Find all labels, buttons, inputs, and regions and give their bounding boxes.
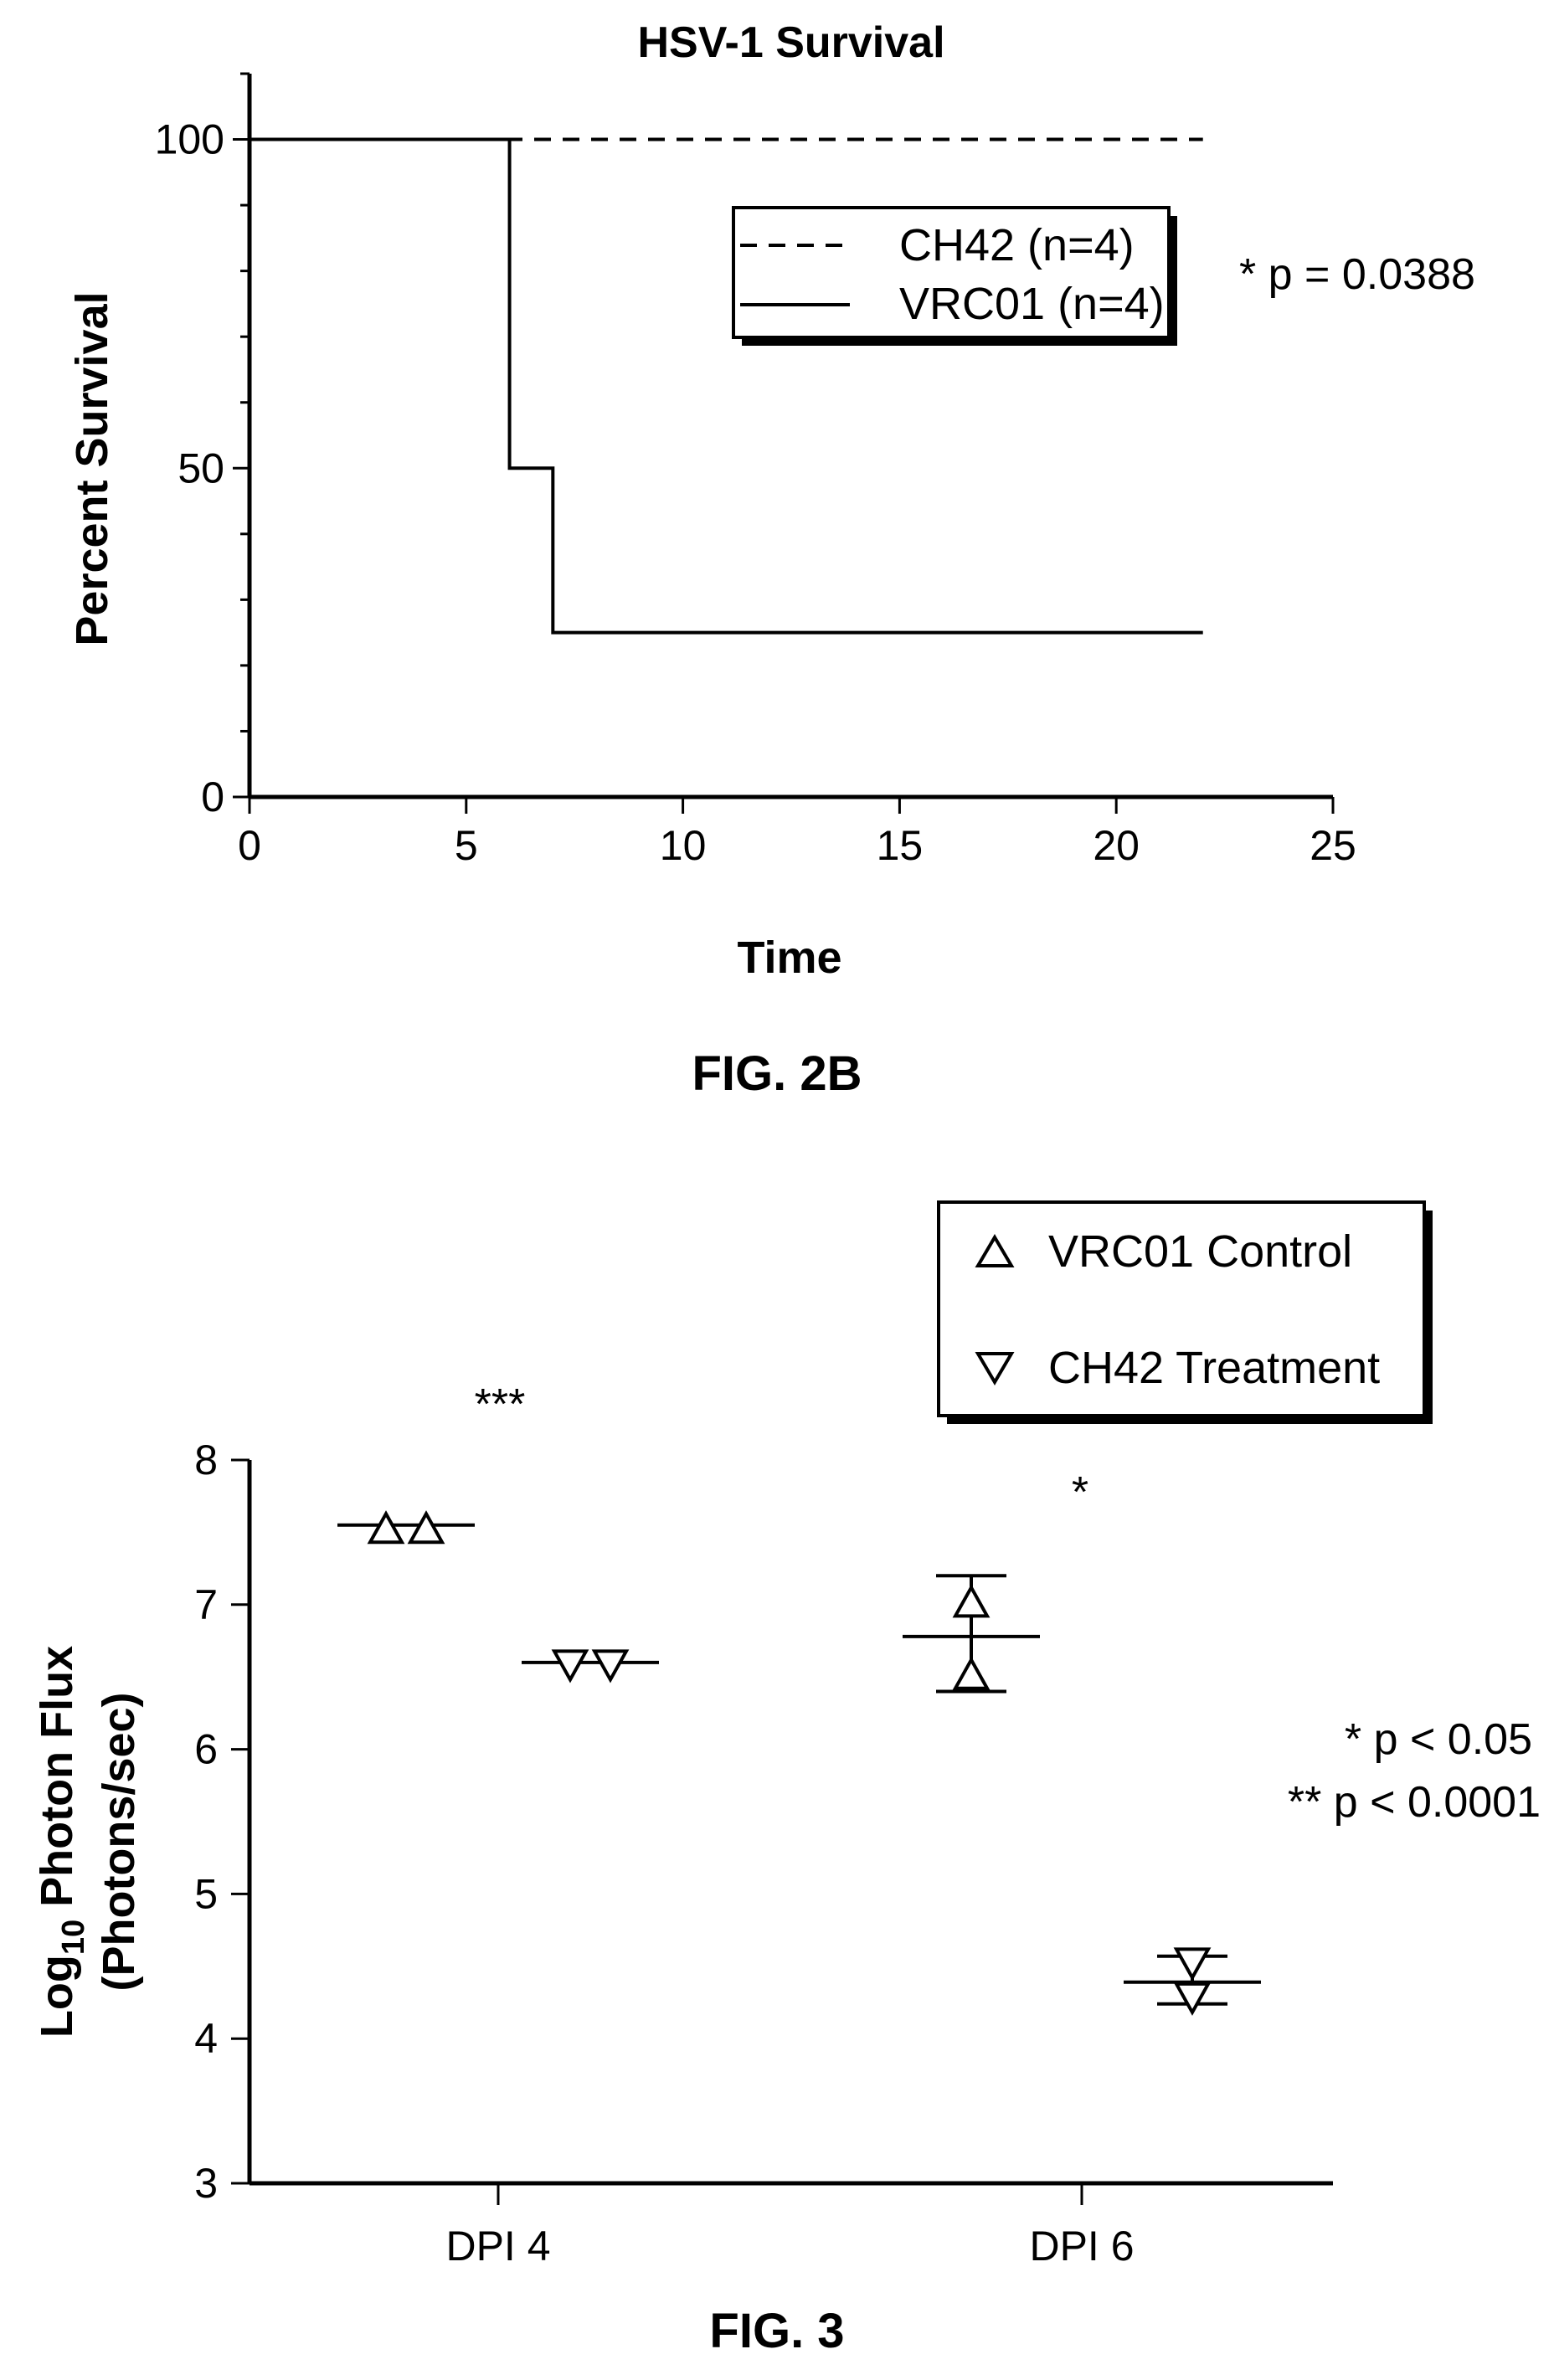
chart1-y-tick-label: 0 <box>201 774 224 820</box>
chart1-series-line-vrc01 <box>250 137 1203 635</box>
chart1-y-axis-label: Percent Survival <box>67 291 117 645</box>
chart2-point-vrc01 <box>952 1584 991 1618</box>
chart2-x-tick-label: DPI 4 <box>445 2223 550 2269</box>
chart2-legend-label-vrc01: VRC01 Control <box>1048 1226 1352 1277</box>
chart2-marks <box>337 1510 1261 2016</box>
chart2-legend-label-ch42: CH42 Treatment <box>1048 1343 1380 1393</box>
chart1-x-tick-label: 15 <box>877 822 924 869</box>
chart1-y-tick-label: 50 <box>178 445 224 491</box>
triangle-down-icon <box>975 1352 1015 1385</box>
chart2-ylabel-log: Log <box>32 1955 82 2038</box>
chart2-y-tick-label: 8 <box>194 1437 218 1483</box>
chart2-point-ch42 <box>1173 1982 1212 2016</box>
chart2-point-vrc01 <box>952 1656 991 1690</box>
chart2-y-axis-label: Log10 Photon Flux (Photons/sec) <box>32 1646 144 2038</box>
chart1-x-tick-label: 25 <box>1310 822 1356 869</box>
chart1-axes: 0 50 100 0 5 10 15 20 25 <box>155 72 1356 869</box>
chart2-significance-dpi4: *** <box>475 1380 526 1429</box>
chart2-y-tick-label: 3 <box>194 2160 218 2207</box>
chart2-legend-box <box>937 1200 1426 1417</box>
chart2-y-tick-label: 7 <box>194 1581 218 1628</box>
chart2-ylabel-units: (Photons/sec) <box>94 1692 144 1991</box>
chart2-significance-dpi6: * <box>1072 1468 1088 1517</box>
chart2-point-ch42 <box>551 1649 589 1683</box>
chart1-p-value-annotation: * p = 0.0388 <box>1239 250 1475 299</box>
chart2-ylabel-subscript: 10 <box>56 1920 91 1955</box>
chart2-x-tick-label: DPI 6 <box>1029 2223 1134 2269</box>
chart1-legend-label-vrc01: VRC01 (n=4) <box>899 279 1165 329</box>
chart1-legend: CH42 (n=4) VRC01 (n=4) <box>732 206 1177 346</box>
chart1-x-tick-label: 20 <box>1093 822 1140 869</box>
chart1-y-tick-label: 100 <box>155 116 224 163</box>
chart2-point-vrc01 <box>367 1510 405 1545</box>
chart2-axes: 3 4 5 6 7 8 DPI 4 DPI 6 <box>194 1437 1333 2269</box>
chart2-point-vrc01 <box>407 1510 445 1545</box>
chart2-annotation-p00001: ** p < 0.0001 <box>1288 1778 1541 1827</box>
chart1-x-tick-label: 10 <box>660 822 707 869</box>
chart1-x-tick-label: 0 <box>238 822 261 869</box>
survival-chart: HSV-1 Survival 0 50 100 0 5 10 15 20 25 Percent … <box>67 18 1475 983</box>
chart2-ylabel-rest: Photon Flux <box>32 1646 82 1920</box>
chart2-point-ch42 <box>1173 1947 1212 1982</box>
triangle-up-icon <box>975 1234 1015 1267</box>
chart2-y-tick-label: 5 <box>194 1870 218 1917</box>
chart1-x-axis-label: Time <box>737 933 841 983</box>
chart2-y-tick-label: 6 <box>194 1726 218 1773</box>
chart2-annotation-p005: * p < 0.05 <box>1345 1715 1532 1764</box>
chart1-legend-label-ch42: CH42 (n=4) <box>899 220 1135 270</box>
figure-caption-2b: FIG. 2B <box>692 1046 862 1101</box>
chart2-legend: VRC01 Control CH42 Treatment <box>937 1200 1433 1424</box>
figure-caption-3: FIG. 3 <box>709 2304 845 2358</box>
chart2-point-ch42 <box>591 1649 630 1683</box>
chart1-title: HSV-1 Survival <box>637 18 944 67</box>
chart2-y-tick-label: 4 <box>194 2015 218 2062</box>
photon-flux-chart: 3 4 5 6 7 8 DPI 4 DPI 6 Log10 Photon Flux (Phot… <box>32 1200 1541 2269</box>
chart1-legend-box <box>732 206 1171 339</box>
svg-text:Log10 Photon Flux: Log10 Photon Flux <box>32 1646 91 2038</box>
chart1-x-tick-label: 5 <box>455 822 478 869</box>
chart1-series <box>250 137 1203 635</box>
